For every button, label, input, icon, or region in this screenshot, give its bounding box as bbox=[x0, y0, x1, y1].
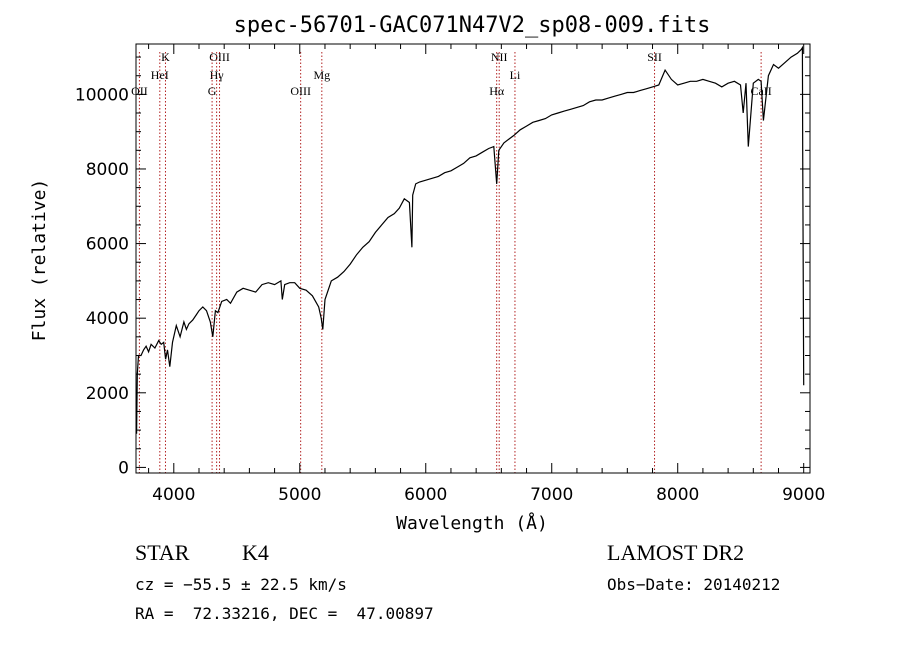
x-axis-label: Wavelength (Å) bbox=[396, 512, 548, 534]
object-class: STAR bbox=[135, 540, 190, 565]
y-tick-label: 2000 bbox=[86, 384, 129, 404]
spectral-line-label: SII bbox=[647, 50, 662, 64]
x-tick-label: 7000 bbox=[530, 485, 573, 505]
y-axis-label: Flux (relative) bbox=[29, 179, 50, 342]
spectral-line-label: Hγ bbox=[210, 68, 225, 82]
x-tick-label: 5000 bbox=[278, 485, 321, 505]
x-tick-label: 4000 bbox=[152, 485, 195, 505]
x-tick-label: 8000 bbox=[656, 485, 699, 505]
x-tick-label: 9000 bbox=[782, 485, 825, 505]
chart-title: spec-56701-GAC071N47V2_sp08-009.fits bbox=[234, 13, 711, 38]
spectral-line-label: OIII bbox=[290, 84, 311, 98]
spectral-line-label: NII bbox=[491, 50, 508, 64]
object-subclass: K4 bbox=[242, 540, 269, 565]
spectral-line-label: Hα bbox=[489, 84, 505, 98]
x-tick-label: 6000 bbox=[404, 485, 447, 505]
spectral-line-label: OII bbox=[131, 84, 148, 98]
spectral-line-label: OIII bbox=[209, 50, 230, 64]
observation-date: Obs−Date: 20140212 bbox=[607, 575, 781, 594]
spectral-line-label: K bbox=[161, 50, 170, 64]
y-tick-label: 8000 bbox=[86, 160, 129, 180]
spectral-line-label: Li bbox=[510, 68, 521, 82]
axis-ticks: 4000 5000 6000 7000 8000 9000 0 2000 4000 6000 800… bbox=[75, 44, 825, 505]
spectrum-series-line bbox=[136, 45, 805, 434]
spectral-line-label: G bbox=[208, 84, 217, 98]
ra-dec-readout: RA = 72.33216, DEC = 47.00897 bbox=[135, 604, 434, 623]
spectral-line-label: HeI bbox=[151, 68, 169, 82]
y-tick-label: 4000 bbox=[86, 309, 129, 329]
y-tick-label: 10000 bbox=[75, 85, 129, 105]
plot-frame bbox=[135, 43, 811, 474]
y-tick-label: 6000 bbox=[86, 235, 129, 255]
spectral-line-label: Mg bbox=[313, 68, 330, 82]
redshift-readout: cz = −55.5 ± 22.5 km/s bbox=[135, 575, 347, 594]
y-tick-label: 0 bbox=[118, 458, 129, 478]
survey-name: LAMOST DR2 bbox=[607, 540, 745, 565]
